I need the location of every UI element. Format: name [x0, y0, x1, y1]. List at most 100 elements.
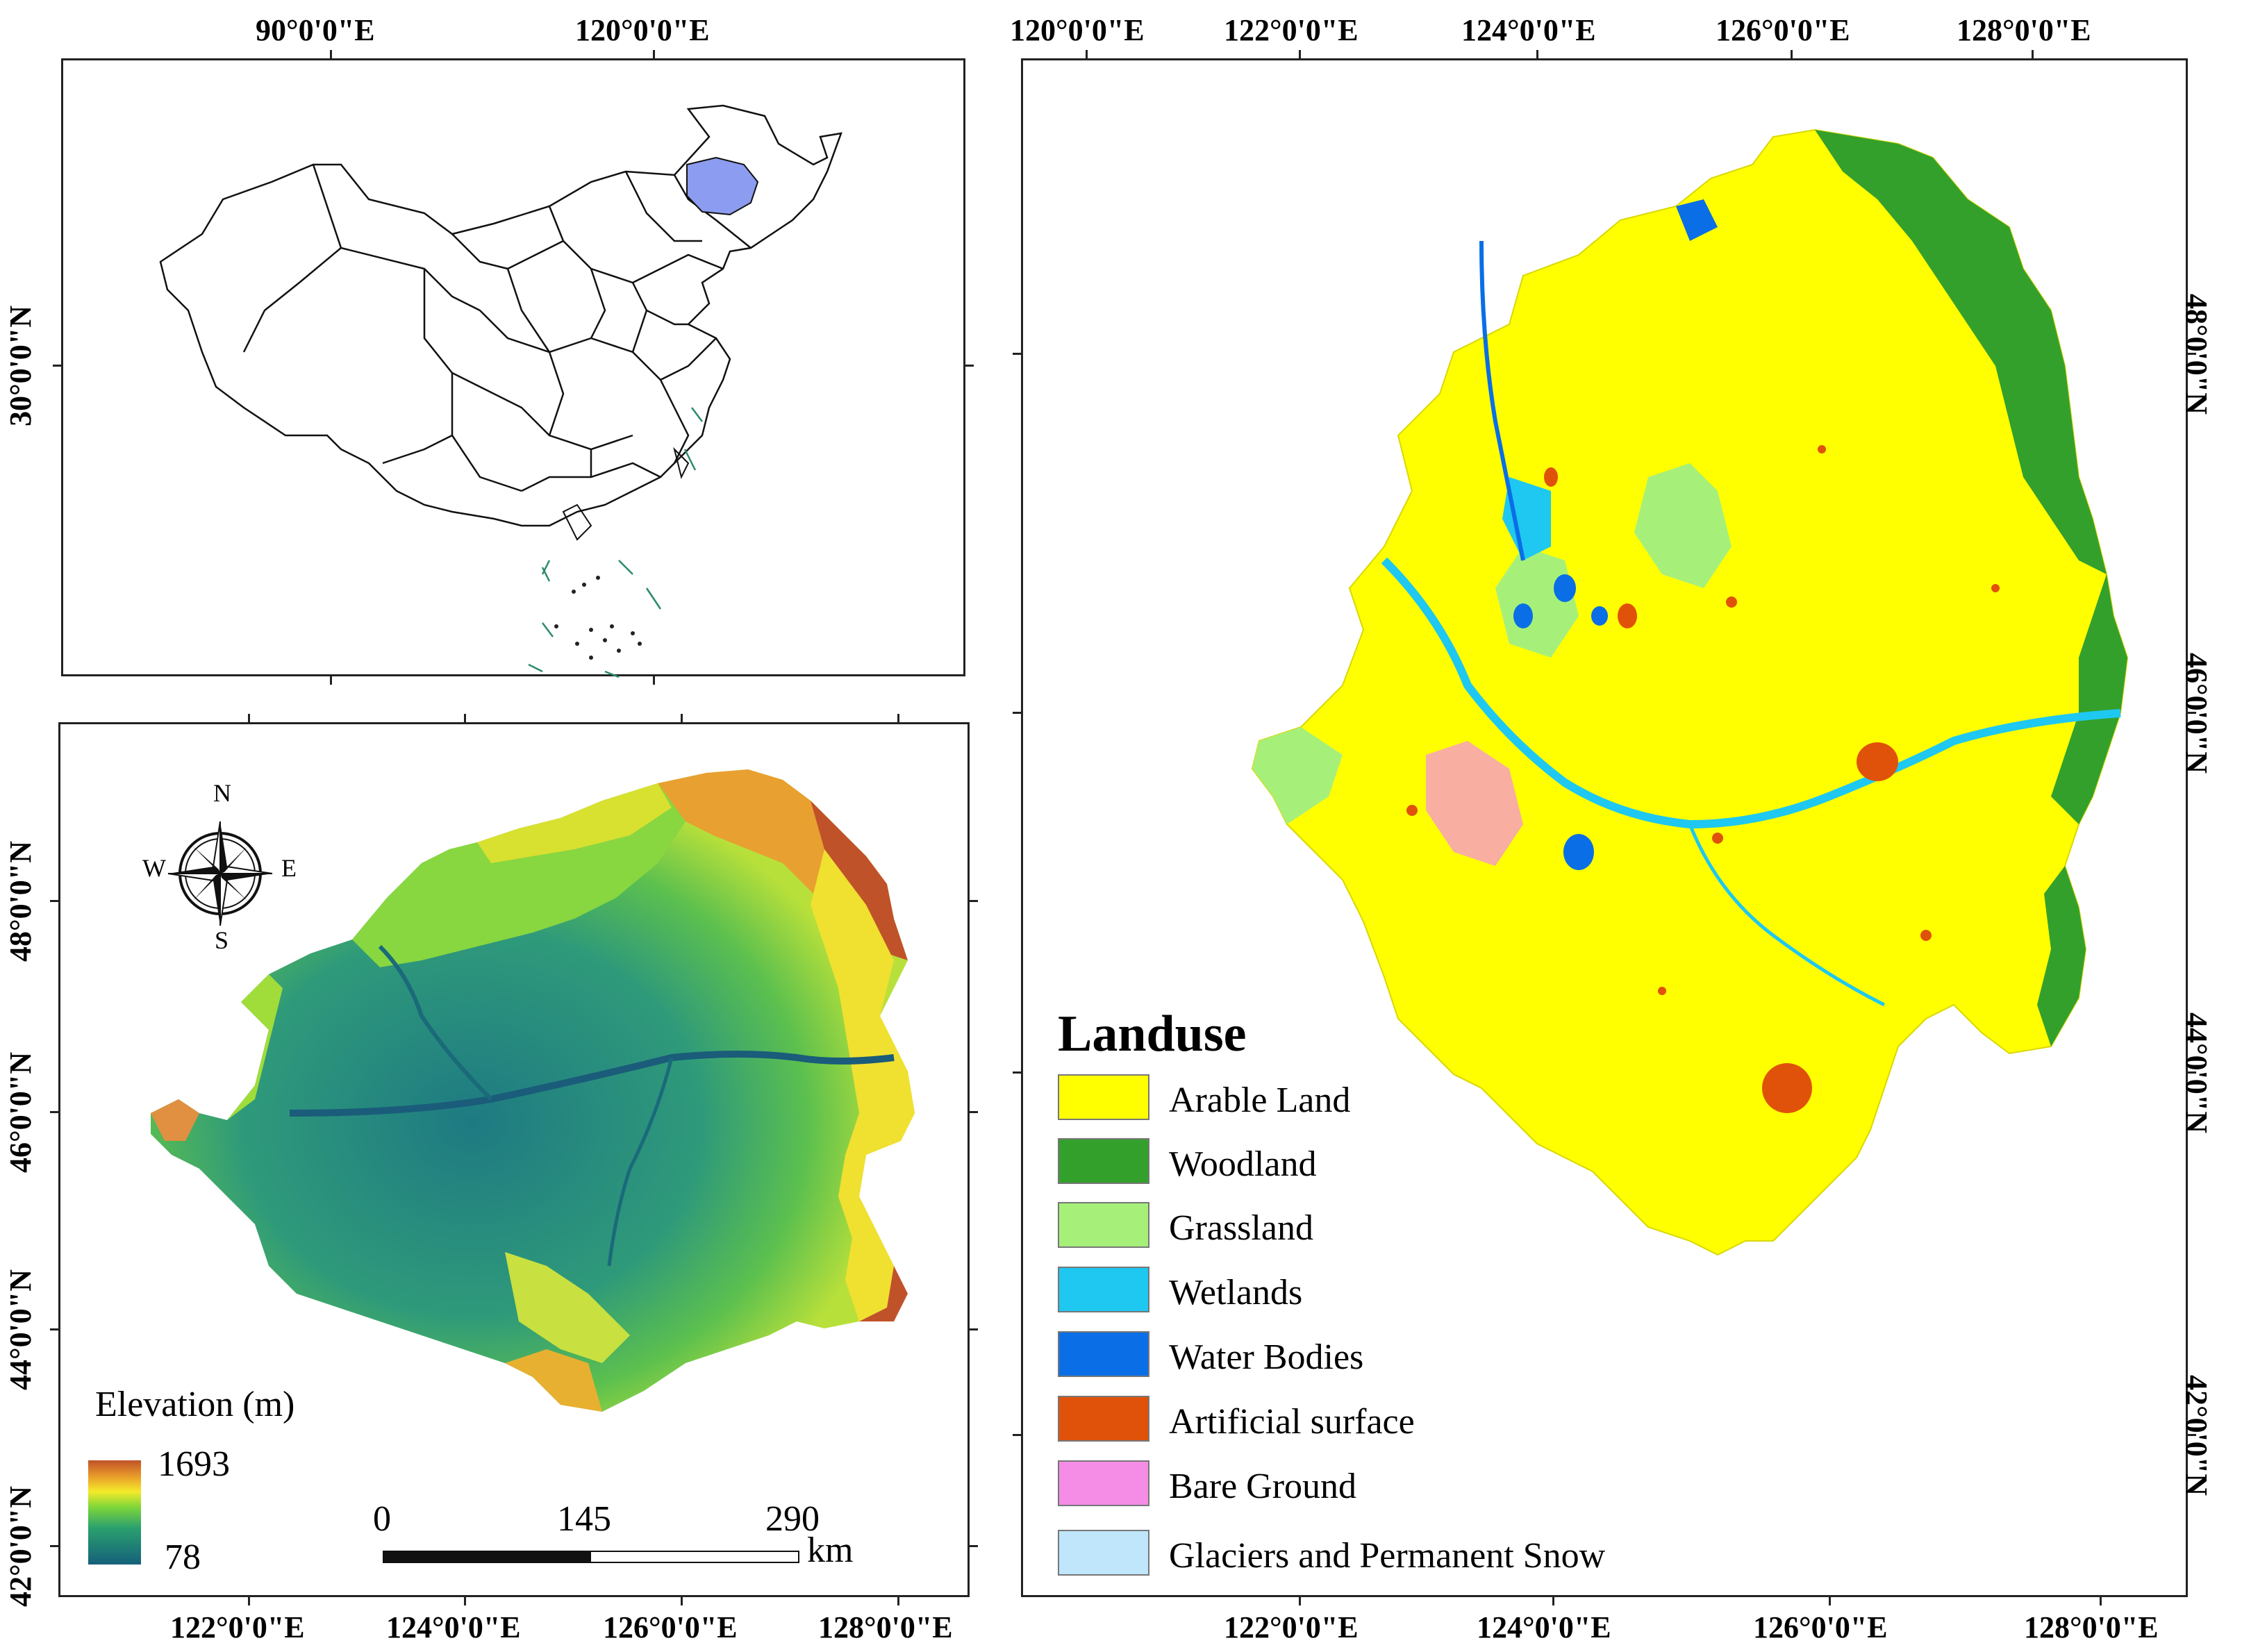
landuse-raster — [1251, 128, 2129, 1256]
tick — [2032, 50, 2034, 60]
tick — [50, 1545, 60, 1547]
legend-label: Glaciers and Permanent Snow — [1169, 1536, 1606, 1576]
tick — [2186, 1071, 2196, 1074]
elev-lat-label: 42°0'0"N — [3, 1485, 38, 1608]
tick — [248, 714, 250, 724]
tick — [330, 675, 332, 685]
landuse-legend-item: Water Bodies — [1058, 1331, 1683, 1380]
tick — [53, 365, 63, 367]
landuse-top-lon-label: 128°0'0"E — [1957, 13, 2091, 47]
landuse-map-frame: Landuse Arable Land Woodland Grassland Wetl… — [1021, 58, 2188, 1597]
tick — [2186, 353, 2196, 355]
elev-lon-label: 126°0'0"E — [603, 1610, 738, 1644]
landuse-legend-title: Landuse — [1058, 1006, 1247, 1062]
tick — [1299, 1596, 1301, 1605]
elev-lat-label: 48°0'0"N — [3, 840, 38, 962]
landuse-lat-label: 42°0'0"N — [2179, 1374, 2214, 1496]
elevation-legend-title: Elevation (m) — [95, 1385, 295, 1424]
legend-label: Bare Ground — [1169, 1467, 1357, 1506]
landuse-lat-label: 48°0'0"N — [2179, 293, 2214, 415]
inset-map-frame — [61, 58, 965, 678]
tick — [653, 50, 655, 60]
landuse-top-lon-label: 126°0'0"E — [1716, 13, 1850, 47]
tick — [964, 365, 974, 367]
legend-swatch — [1058, 1530, 1149, 1576]
tick — [248, 1596, 250, 1605]
landuse-bottom-lon-label: 128°0'0"E — [2024, 1610, 2159, 1644]
scale-label-145: 145 — [557, 1499, 611, 1539]
tick — [464, 1596, 466, 1605]
tick — [1086, 50, 1088, 60]
tick — [2186, 712, 2196, 714]
landuse-top-lon-label: 122°0'0"E — [1224, 13, 1359, 47]
tick — [1536, 50, 1538, 60]
legend-swatch — [1058, 1202, 1149, 1248]
landuse-lat-label: 46°0'0"N — [2179, 652, 2214, 774]
compass-west-label: W — [142, 854, 166, 882]
inset-lon-label: 120°0'0"E — [575, 13, 710, 47]
tick — [968, 1545, 978, 1547]
study-area-highlight — [686, 156, 759, 216]
landuse-legend-item: Bare Ground — [1058, 1460, 1683, 1509]
legend-label: Woodland — [1169, 1144, 1317, 1184]
legend-swatch — [1058, 1460, 1149, 1506]
landuse-lat-label: 44°0'0"N — [2179, 1012, 2214, 1134]
legend-label: Arable Land — [1169, 1081, 1351, 1120]
legend-swatch — [1058, 1138, 1149, 1184]
elev-lon-label: 124°0'0"E — [386, 1610, 521, 1644]
landuse-legend-item: Wetlands — [1058, 1267, 1683, 1315]
scale-bar — [383, 1551, 799, 1563]
tick — [653, 675, 655, 685]
tick — [2186, 1434, 2196, 1436]
tick — [50, 1111, 60, 1113]
elevation-color-ramp — [88, 1460, 141, 1565]
landuse-legend-item: Grassland — [1058, 1202, 1683, 1251]
tick — [968, 900, 978, 902]
landuse-legend-item: Arable Land — [1058, 1074, 1683, 1123]
china-outline-map — [159, 104, 842, 678]
scale-label-290: 290 — [765, 1499, 820, 1539]
scale-unit: km — [807, 1530, 854, 1570]
compass-east-label: E — [281, 854, 297, 882]
elevation-legend-max: 1693 — [158, 1444, 230, 1484]
tick — [464, 714, 466, 724]
legend-swatch — [1058, 1331, 1149, 1377]
landuse-legend-item: Glaciers and Permanent Snow — [1058, 1530, 1683, 1578]
elevation-map-frame: N S W E Elevation (m) 1693 78 0 145 290 … — [58, 722, 970, 1597]
tick — [1013, 712, 1022, 714]
tick — [1013, 1434, 1022, 1436]
tick — [2100, 1596, 2102, 1605]
legend-label: Grassland — [1169, 1208, 1313, 1248]
tick — [968, 1111, 978, 1113]
landuse-bottom-lon-label: 122°0'0"E — [1224, 1610, 1359, 1644]
elev-lat-label: 44°0'0"N — [3, 1269, 38, 1391]
tick — [1791, 50, 1793, 60]
elevation-legend-min: 78 — [165, 1537, 201, 1577]
compass-north-label: N — [213, 779, 231, 807]
tick — [1013, 1071, 1022, 1074]
legend-swatch — [1058, 1074, 1149, 1120]
tick — [1013, 353, 1022, 355]
scale-label-0: 0 — [373, 1499, 391, 1539]
landuse-legend-item: Woodland — [1058, 1138, 1683, 1187]
legend-swatch — [1058, 1396, 1149, 1442]
elev-lon-label: 122°0'0"E — [170, 1610, 305, 1644]
tick — [681, 1596, 683, 1605]
inset-lat-label: 30°0'0"N — [3, 305, 38, 427]
tick — [330, 50, 332, 60]
tick — [1552, 1596, 1554, 1605]
legend-label: Water Bodies — [1169, 1337, 1364, 1377]
inset-lon-label: 90°0'0"E — [256, 13, 375, 47]
tick — [50, 1328, 60, 1330]
landuse-top-lon-label: 124°0'0"E — [1461, 13, 1596, 47]
elev-lon-label: 128°0'0"E — [818, 1610, 953, 1644]
compass-south-label: S — [215, 926, 229, 954]
elev-lat-label: 46°0'0"N — [3, 1051, 38, 1174]
tick — [1299, 50, 1301, 60]
legend-label: Wetlands — [1169, 1273, 1303, 1312]
tick — [50, 900, 60, 902]
tick — [681, 714, 683, 724]
tick — [897, 1596, 899, 1605]
tick — [1829, 1596, 1831, 1605]
landuse-legend-item: Artificial surface — [1058, 1396, 1683, 1444]
